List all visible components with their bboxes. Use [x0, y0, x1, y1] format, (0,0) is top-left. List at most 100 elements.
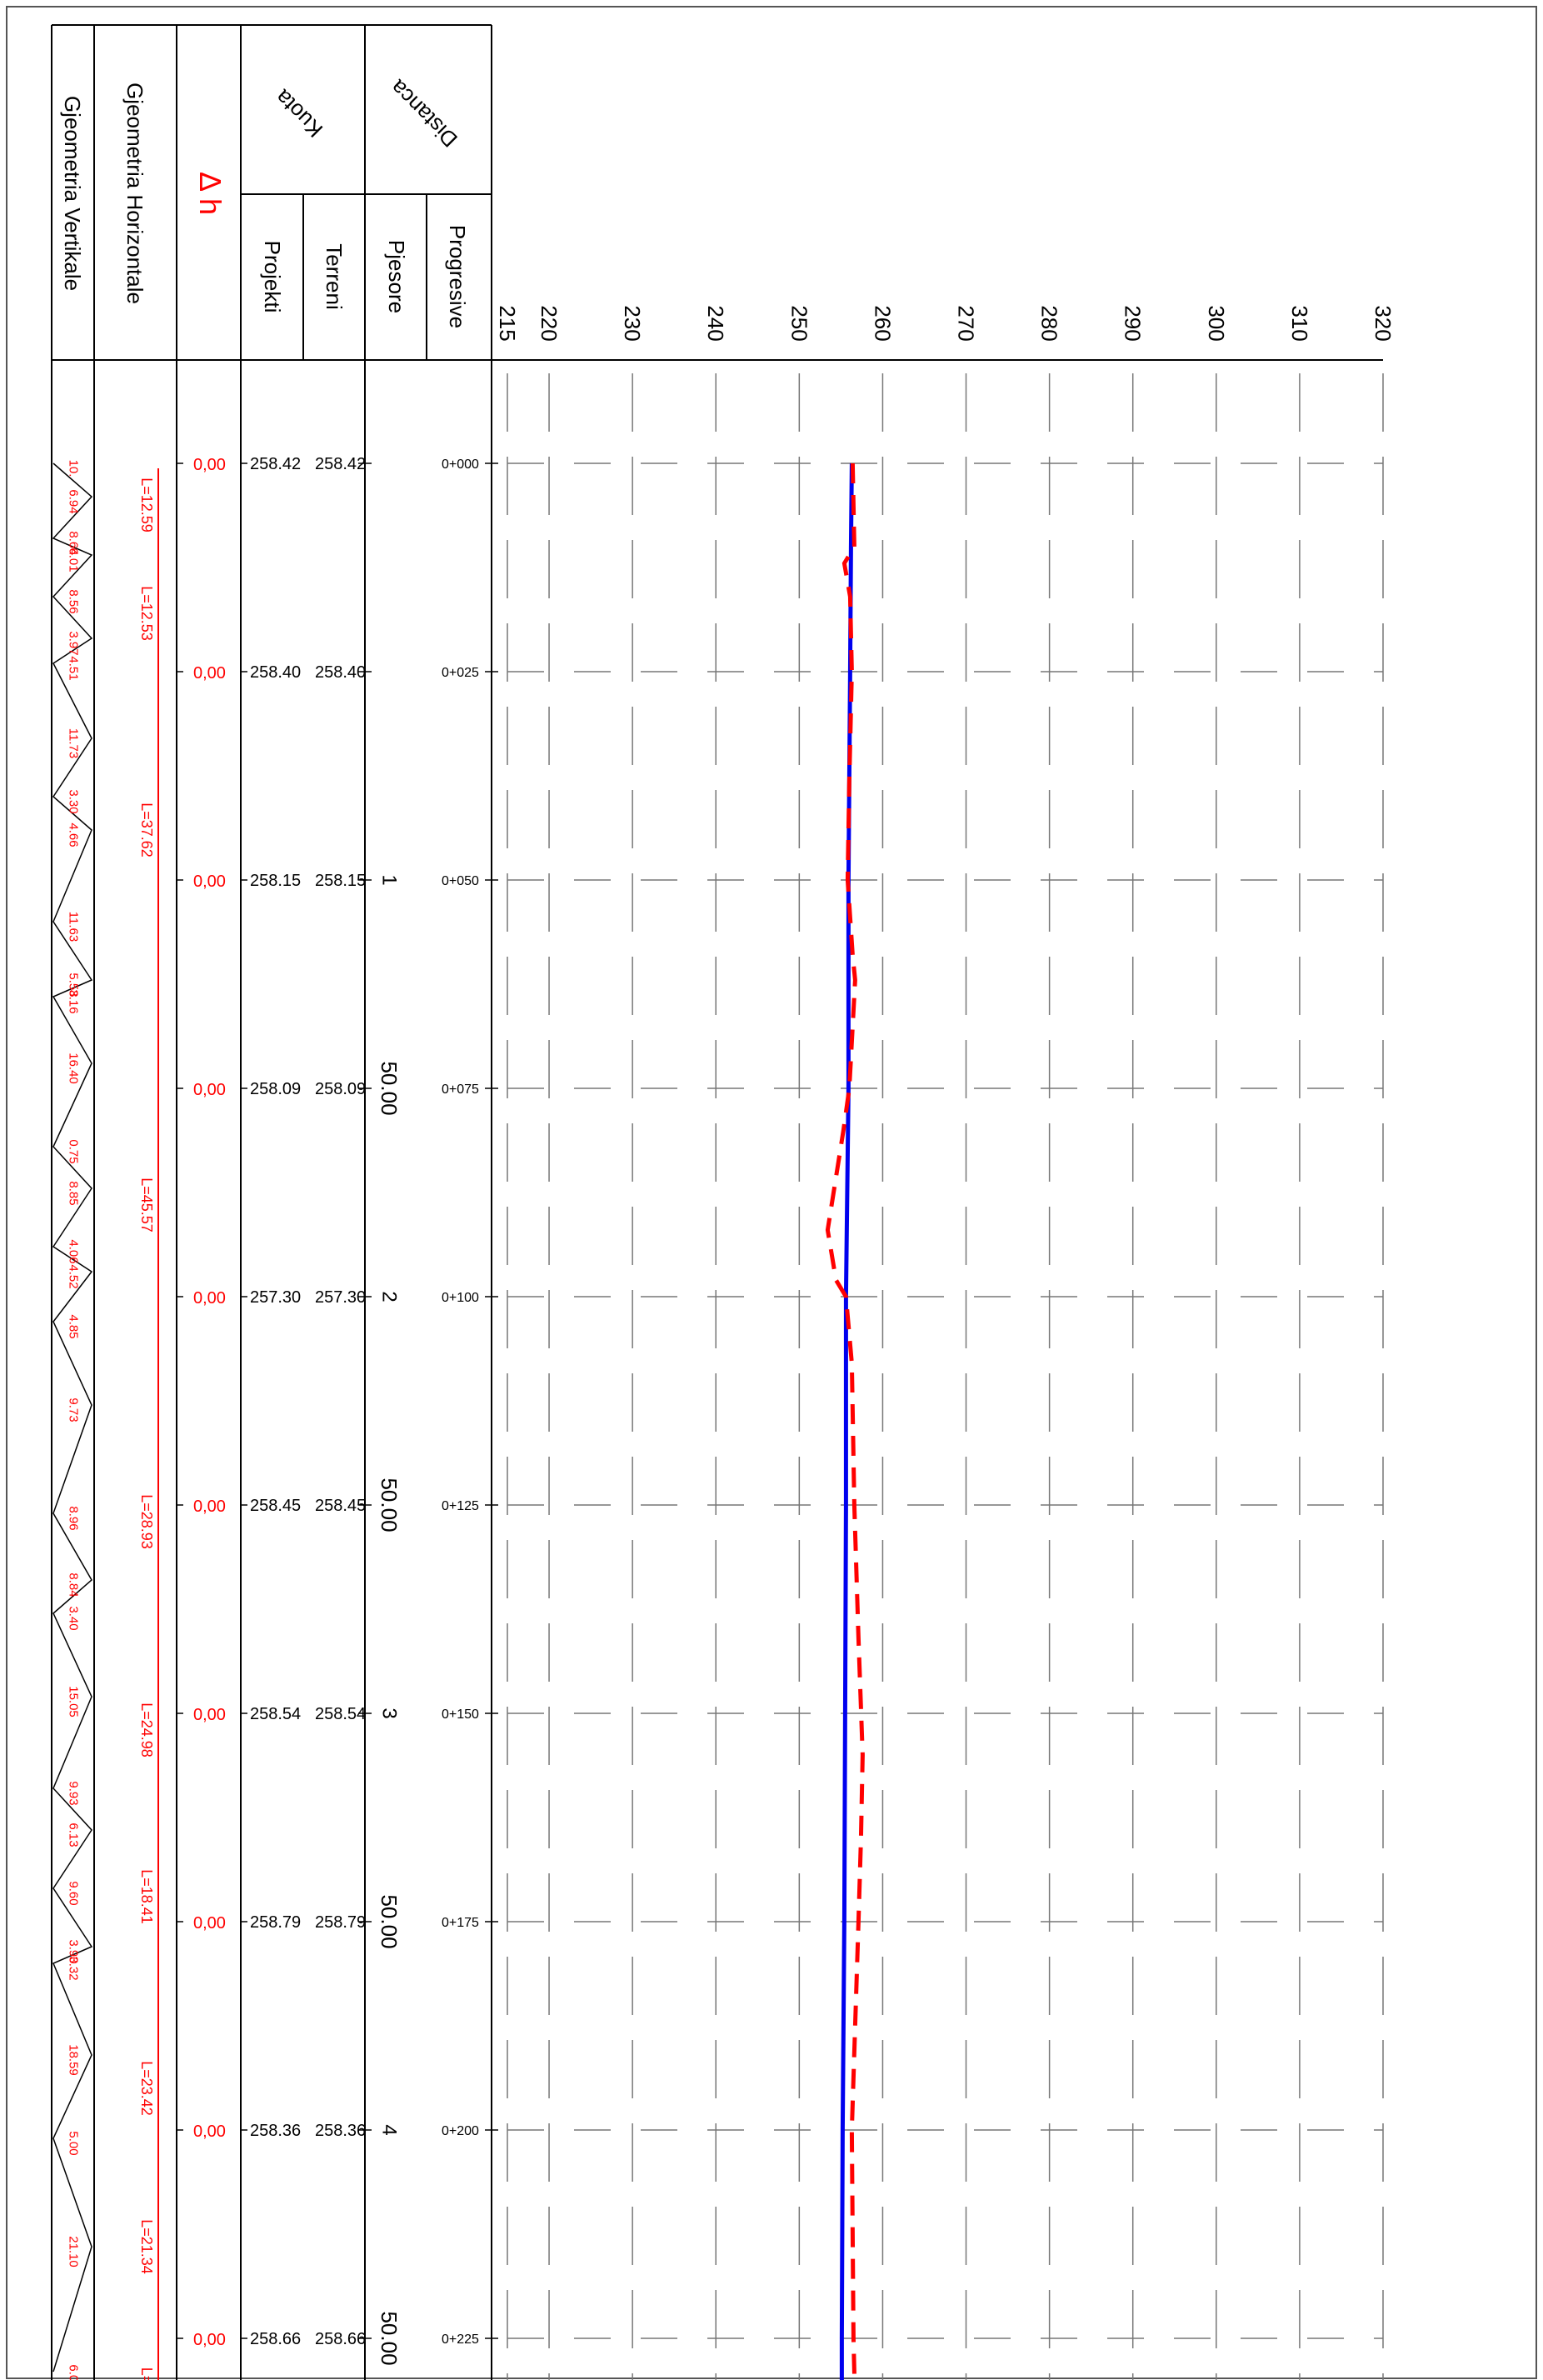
horizontal-length-label: L=1	[138, 2368, 155, 2380]
station-rows: 0,00 258.42 258.42 0+000 0,00 258.40 258.40 0+0…	[177, 455, 498, 2349]
progresive-value: 0+225	[442, 2332, 479, 2347]
vertical-geometry-label: 9.73	[67, 1398, 81, 1422]
vertical-geometry-zigzag	[52, 462, 93, 2372]
terreni-value: 258.45	[315, 1497, 366, 1515]
vertical-geometry-label: 18.59	[67, 2044, 81, 2076]
header-delta-h: Δ h	[193, 172, 227, 215]
delta-h-value: 0,00	[193, 1498, 226, 1516]
pjesore-marker: 4	[378, 2124, 401, 2135]
vertical-geometry-label: 8.85	[67, 1181, 81, 1205]
axis-tick-label: 260	[870, 305, 895, 341]
axis-tick-label: 280	[1037, 305, 1062, 341]
projekti-value: 258.36	[250, 2122, 301, 2140]
vertical-geometry-label: 6.13	[67, 1822, 81, 1847]
vertical-geometry-label: 4.66	[67, 822, 81, 847]
delta-h-value: 0,00	[193, 1914, 226, 1932]
terreni-value: 258.15	[315, 872, 366, 890]
horizontal-length-label: L=24.98	[138, 1702, 155, 1758]
delta-h-value: 0,00	[193, 2331, 226, 2349]
header-distanca: Distanca	[385, 75, 462, 152]
delta-h-value: 0,00	[193, 1081, 226, 1099]
terreni-value: 258.09	[315, 1080, 366, 1098]
axis-tick-label: 320	[1371, 305, 1396, 341]
header-kuota: Kuota	[270, 84, 328, 142]
pjesore-column: 1 2 3 4 50.00 50.00 50.00 50.00	[377, 874, 402, 2365]
progresive-value: 0+050	[442, 874, 479, 888]
axis-tick-label: 240	[703, 305, 728, 341]
projekti-value: 258.42	[250, 455, 301, 473]
terreni-profile-line	[825, 462, 865, 2380]
pjesore-distance: 50.00	[377, 1061, 402, 1115]
vertical-geometry-label: 3.32	[67, 1956, 81, 1980]
profile-series	[825, 462, 865, 2380]
horizontal-length-label: L=21.34	[138, 2219, 155, 2274]
drawing-frame	[6, 6, 1537, 2379]
vertical-geometry-label: 3.16	[67, 989, 81, 1013]
pjesore-marker: 3	[378, 1708, 401, 1718]
horizontal-length-label: L=23.42	[138, 2061, 155, 2116]
axis-tick-label: 310	[1287, 305, 1312, 341]
progresive-value: 0+150	[442, 1708, 479, 1722]
elevation-axis-ticks: 215 220 230 240 250 260 270 280 290 300 310 320	[495, 305, 1396, 341]
progresive-value: 0+000	[442, 458, 479, 472]
header-progresive: Progresive	[445, 225, 470, 328]
delta-h-value: 0,00	[193, 872, 226, 891]
projekti-value: 257.30	[250, 1288, 301, 1307]
projekti-value: 258.45	[250, 1497, 301, 1515]
vertical-geometry-column: 10.6.948.646.018.563.974.5111.733.304.66…	[52, 460, 93, 2380]
axis-tick-label: 220	[537, 305, 562, 341]
pjesore-distance: 50.00	[377, 2311, 402, 2365]
vertical-geometry-label: 9.93	[67, 1781, 81, 1805]
pjesore-distance: 50.00	[377, 1894, 402, 1948]
projekti-value: 258.54	[250, 1705, 301, 1723]
vertical-geometry-label: 10.	[67, 460, 81, 478]
horizontal-geometry-column: L=12.59 L=12.53 L=37.62 L=45.57 L=28.93 L=24.…	[138, 468, 159, 2380]
vertical-geometry-label: 3.90	[67, 1939, 81, 1963]
axis-tick-label: 215	[495, 305, 520, 341]
vertical-geometry-label: 4.51	[67, 656, 81, 680]
pjesore-marker: 1	[378, 874, 401, 885]
vertical-geometry-label: 5.00	[67, 2131, 81, 2155]
projekti-value: 258.15	[250, 872, 301, 890]
horizontal-length-label: L=12.59	[138, 478, 155, 532]
projekti-value: 258.79	[250, 1913, 301, 1932]
progresive-value: 0+125	[442, 1499, 479, 1513]
vertical-geometry-label: 4.52	[67, 1264, 81, 1288]
progresive-value: 0+075	[442, 1082, 479, 1097]
vertical-geometry-label: 3.97	[67, 631, 81, 655]
header-projekti: Projekti	[260, 241, 285, 313]
vertical-geometry-label: 6.94	[67, 489, 81, 513]
vertical-geometry-label: 6.01	[67, 2364, 81, 2380]
pjesore-marker: 2	[378, 1291, 401, 1302]
header-gjeometria-vertikale: Gjeometria Vertikale	[60, 96, 85, 291]
pjesore-distance: 50.00	[377, 1478, 402, 1532]
vertical-geometry-label: 8.56	[67, 589, 81, 613]
vertical-geometry-label: 4.85	[67, 1314, 81, 1338]
terreni-value: 258.79	[315, 1913, 366, 1932]
vertical-geometry-label: 9.60	[67, 1881, 81, 1905]
elevation-grid	[507, 373, 1384, 2380]
progresive-value: 0+175	[442, 1916, 479, 1930]
delta-h-value: 0,00	[193, 664, 226, 682]
axis-tick-label: 300	[1204, 305, 1229, 341]
horizontal-length-label: L=12.53	[138, 586, 155, 641]
axis-tick-label: 270	[954, 305, 979, 341]
header-table-lines	[51, 24, 1383, 2380]
horizontal-length-label: L=28.93	[138, 1494, 155, 1549]
terreni-value: 258.42	[315, 455, 366, 473]
vertical-geometry-label: 3.30	[67, 789, 81, 813]
horizontal-length-label: L=37.62	[138, 802, 155, 858]
vertical-geometry-label: 11.73	[67, 728, 81, 758]
terreni-value: 258.40	[315, 663, 366, 682]
header-gjeometria-horizontale: Gjeometria Horizontale	[122, 82, 147, 304]
projekti-value: 258.09	[250, 1080, 301, 1098]
vertical-geometry-label: 15.05	[67, 1686, 81, 1718]
progresive-value: 0+025	[442, 666, 479, 680]
header-terreni: Terreni	[322, 243, 347, 309]
progresive-value: 0+100	[442, 1291, 479, 1305]
header-labels: Distanca Kuota Δ h Gjeometria Horizontal…	[60, 75, 470, 329]
vertical-geometry-label: 16.40	[67, 1052, 81, 1084]
header-pjesore: Pjesore	[384, 240, 409, 313]
terreni-value: 257.30	[315, 1288, 366, 1307]
delta-h-value: 0,00	[193, 1289, 226, 1308]
